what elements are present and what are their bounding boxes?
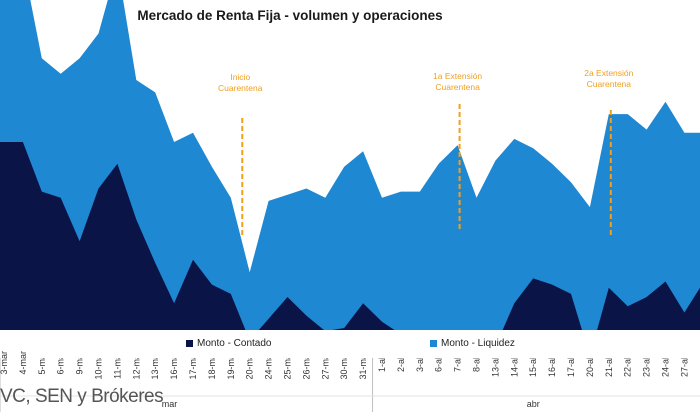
legend-label-contado: Monto - Contado (197, 338, 272, 349)
x-tick-label: 24-mar (264, 351, 274, 380)
x-tick-label: 15-abr (528, 351, 538, 377)
annotation-label-3-1: 2a Extensión (584, 68, 633, 78)
legend-swatch-liquidez (430, 339, 437, 347)
x-tick-label: 21-abr (604, 351, 614, 377)
month-label-abr: abr (527, 399, 540, 409)
x-tick-label: 6-mar (56, 351, 66, 375)
x-tick-label: 26-mar (301, 351, 311, 380)
x-tick-label: 23-abr (642, 351, 652, 377)
x-tick-label: 2-abr (396, 351, 406, 372)
x-tick-label: 24-abr (661, 351, 671, 377)
x-tick-label: 3-mar (0, 351, 9, 375)
legend-item-contado: Monto - Contado (186, 338, 272, 349)
x-tick-label: 6-abr (434, 351, 444, 372)
x-tick-label: 16-abr (547, 351, 557, 377)
x-tick-label: 25-mar (283, 351, 293, 380)
x-tick-label: 4-mar (18, 351, 28, 375)
x-tick-label: 20-mar (245, 351, 255, 380)
x-tick-label: 27-abr (679, 351, 689, 377)
chart-title: Mercado de Renta Fija - volumen y operac… (137, 8, 443, 23)
x-tick-label: 22-abr (623, 351, 633, 377)
series-area-contado (0, 142, 700, 356)
legend: Monto - Contado Monto - Liquidez (28, 330, 698, 358)
x-tick-label: 27-mar (320, 351, 330, 380)
x-tick-label: 16-mar (169, 351, 179, 380)
annotation-label-1-1: Inicio (230, 72, 250, 82)
x-tick-label: 11-mar (112, 351, 122, 379)
x-tick-label: 13-abr (490, 351, 500, 377)
x-tick-label: 17-abr (566, 351, 576, 377)
x-tick-label: 8-abr (472, 351, 482, 372)
annotation-label-2-1: 1a Extensión (433, 71, 482, 81)
x-tick-label: 5-mar (37, 351, 47, 375)
series-area-liquidez (0, 0, 700, 330)
x-tick-label: 20-abr (585, 351, 595, 377)
month-label-mar: mar (162, 399, 178, 409)
source-note: VC, SEN y Brókeres (0, 386, 164, 407)
x-tick-label: 3-abr (415, 351, 425, 372)
x-tick-label: 19-mar (226, 351, 236, 380)
x-tick-label: 1-abr (377, 351, 387, 372)
legend-swatch-contado (186, 339, 193, 347)
x-tick-label: 14-abr (509, 351, 519, 377)
annotation-label-1-2: Cuarentena (218, 83, 263, 93)
x-tick-label: 12-mar (131, 351, 141, 380)
x-tick-label: 7-abr (453, 351, 463, 372)
annotation-label-3-2: Cuarentena (587, 79, 632, 89)
x-tick-label: 10-mar (94, 351, 104, 380)
x-tick-label: 17-mar (188, 351, 198, 380)
x-tick-label: 18-mar (207, 351, 217, 380)
annotation-label-2-2: Cuarentena (435, 82, 480, 92)
x-tick-label: 13-mar (150, 351, 160, 380)
legend-label-liquidez: Monto - Liquidez (441, 338, 515, 349)
x-tick-label: 30-mar (339, 351, 349, 380)
x-tick-label: 9-mar (75, 351, 85, 375)
x-tick-label: 31-mar (358, 351, 368, 380)
legend-item-liquidez: Monto - Liquidez (430, 338, 515, 349)
